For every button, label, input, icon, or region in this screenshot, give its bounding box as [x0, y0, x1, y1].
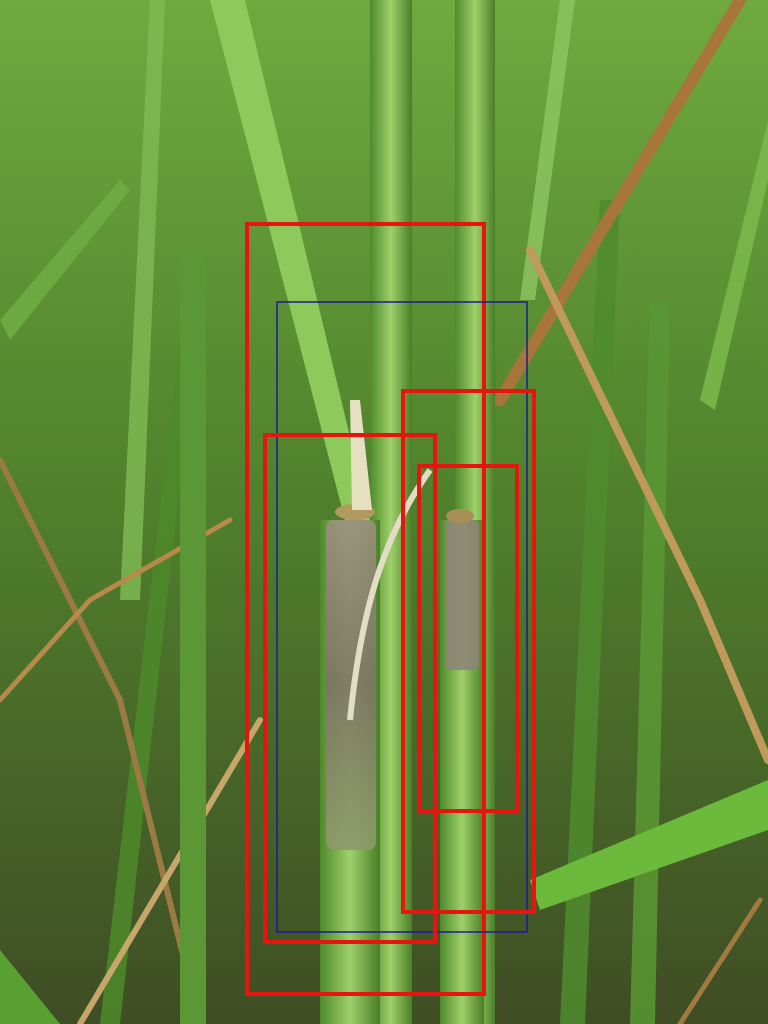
annotation-box — [276, 301, 528, 933]
annotation-box — [245, 222, 486, 996]
annotation-box — [417, 464, 519, 813]
annotation-box — [401, 389, 536, 914]
annotation-box — [263, 433, 437, 944]
sheath-lesions — [326, 400, 479, 850]
annotation-boxes — [245, 222, 536, 996]
